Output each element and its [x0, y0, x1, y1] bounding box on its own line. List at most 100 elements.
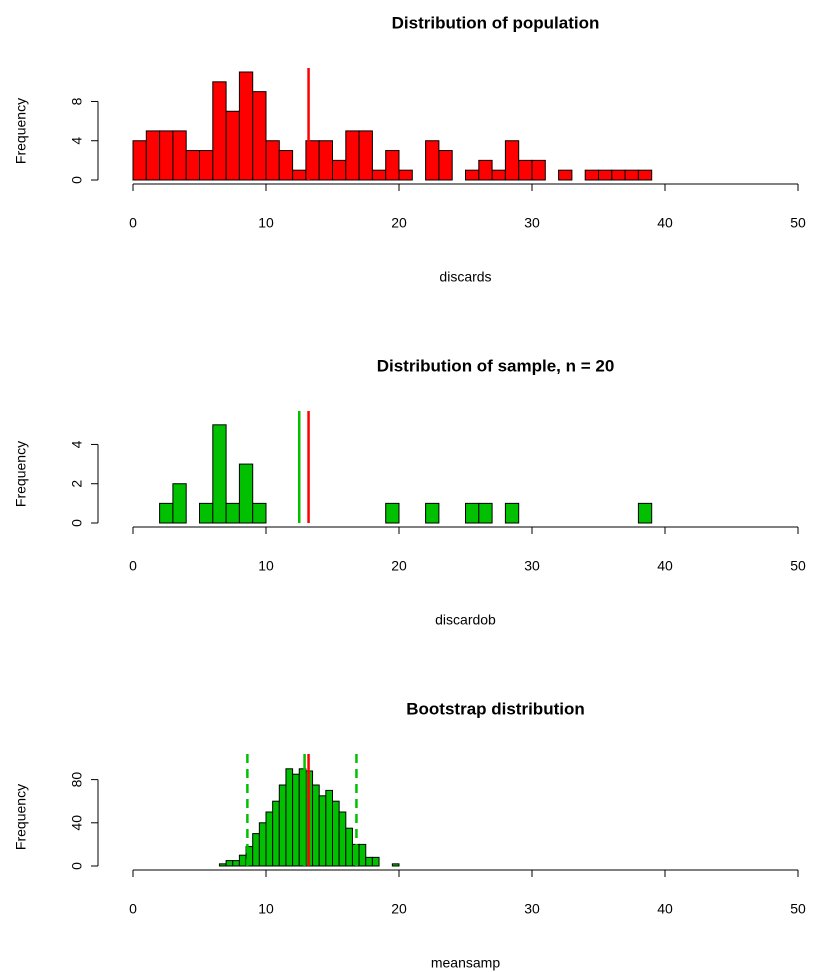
- x-tick-label: 20: [391, 901, 407, 917]
- bar: [278, 784, 287, 867]
- x-tick-label: 40: [657, 215, 673, 231]
- x-tick-label: 30: [524, 215, 540, 231]
- x-tick-label: 0: [129, 901, 137, 917]
- bar: [465, 502, 480, 524]
- bar: [365, 856, 373, 867]
- bar: [371, 169, 387, 181]
- bar: [232, 860, 240, 867]
- bar: [225, 110, 240, 181]
- bar: [238, 463, 254, 524]
- x-tick-label: 30: [524, 558, 540, 574]
- bar: [465, 169, 480, 181]
- x-tick-label: 10: [258, 901, 274, 917]
- bar: [332, 800, 340, 867]
- bar: [385, 150, 400, 181]
- y-tick-label: 40: [69, 815, 85, 831]
- bar: [491, 169, 506, 181]
- chart-title: Distribution of sample, n = 20: [377, 356, 615, 375]
- x-tick-label: 20: [391, 215, 407, 231]
- bar: [258, 822, 267, 867]
- bar: [312, 784, 320, 867]
- bar: [145, 130, 161, 181]
- bar: [278, 150, 294, 181]
- bar: [504, 502, 520, 524]
- bar: [265, 140, 280, 181]
- bar: [332, 159, 347, 181]
- bar: [478, 159, 493, 181]
- bar: [218, 863, 227, 867]
- bar: [345, 130, 360, 181]
- bar: [438, 150, 453, 181]
- bar: [425, 502, 440, 524]
- bar: [292, 773, 300, 867]
- bar: [318, 795, 327, 867]
- bar: [371, 856, 380, 867]
- bar: [225, 502, 240, 524]
- bar: [385, 502, 400, 524]
- bar: [272, 800, 280, 867]
- bar: [252, 833, 260, 867]
- bar: [478, 502, 493, 524]
- bar: [325, 789, 334, 867]
- bar: [238, 71, 254, 181]
- x-tick-label: 30: [524, 901, 540, 917]
- bar: [159, 502, 174, 524]
- y-axis-label: Frequency: [13, 98, 29, 164]
- chart-title: Distribution of population: [392, 13, 600, 32]
- bar: [212, 424, 227, 524]
- y-tick-label: 8: [69, 97, 85, 105]
- bar: [425, 140, 440, 181]
- bar: [318, 140, 334, 181]
- bar: [172, 483, 187, 524]
- y-tick-label: 0: [69, 519, 85, 527]
- y-tick-label: 0: [69, 862, 85, 870]
- bar: [504, 140, 520, 181]
- bar: [637, 502, 653, 524]
- x-tick-label: 10: [258, 215, 274, 231]
- x-axis-label: discards: [439, 269, 491, 285]
- x-axis-label: discardob: [435, 612, 496, 628]
- x-tick-label: 50: [790, 901, 806, 917]
- bar: [265, 811, 274, 867]
- bar: [199, 502, 214, 524]
- y-tick-label: 4: [69, 440, 85, 448]
- bar: [558, 169, 573, 181]
- bar: [637, 169, 653, 181]
- bar: [238, 854, 247, 867]
- x-tick-label: 0: [129, 215, 137, 231]
- y-tick-label: 80: [69, 772, 85, 788]
- bar: [345, 827, 353, 867]
- bar: [398, 169, 413, 181]
- y-tick-label: 2: [69, 480, 85, 488]
- bar: [611, 169, 626, 181]
- x-tick-label: 50: [790, 558, 806, 574]
- bar: [624, 169, 639, 181]
- x-axis-label: meansamp: [431, 955, 500, 971]
- bar: [584, 169, 600, 181]
- y-tick-label: 4: [69, 137, 85, 145]
- bar: [338, 811, 347, 867]
- y-axis-label: Frequency: [13, 441, 29, 507]
- bar: [252, 91, 267, 181]
- x-tick-label: 10: [258, 558, 274, 574]
- bar: [225, 860, 234, 867]
- bar: [159, 130, 174, 181]
- bar: [531, 159, 546, 181]
- x-tick-label: 40: [657, 558, 673, 574]
- bar: [358, 130, 373, 181]
- bar: [285, 768, 294, 867]
- bar: [518, 159, 533, 181]
- x-tick-label: 0: [129, 558, 137, 574]
- bar: [185, 150, 200, 181]
- bar: [132, 140, 147, 181]
- bar: [172, 130, 187, 181]
- y-axis-label: Frequency: [13, 784, 29, 850]
- bar: [212, 81, 227, 181]
- bar: [358, 843, 367, 867]
- y-tick-label: 0: [69, 176, 85, 184]
- bar: [199, 150, 214, 181]
- x-tick-label: 20: [391, 558, 407, 574]
- x-tick-label: 50: [790, 215, 806, 231]
- chart-title: Bootstrap distribution: [406, 699, 584, 718]
